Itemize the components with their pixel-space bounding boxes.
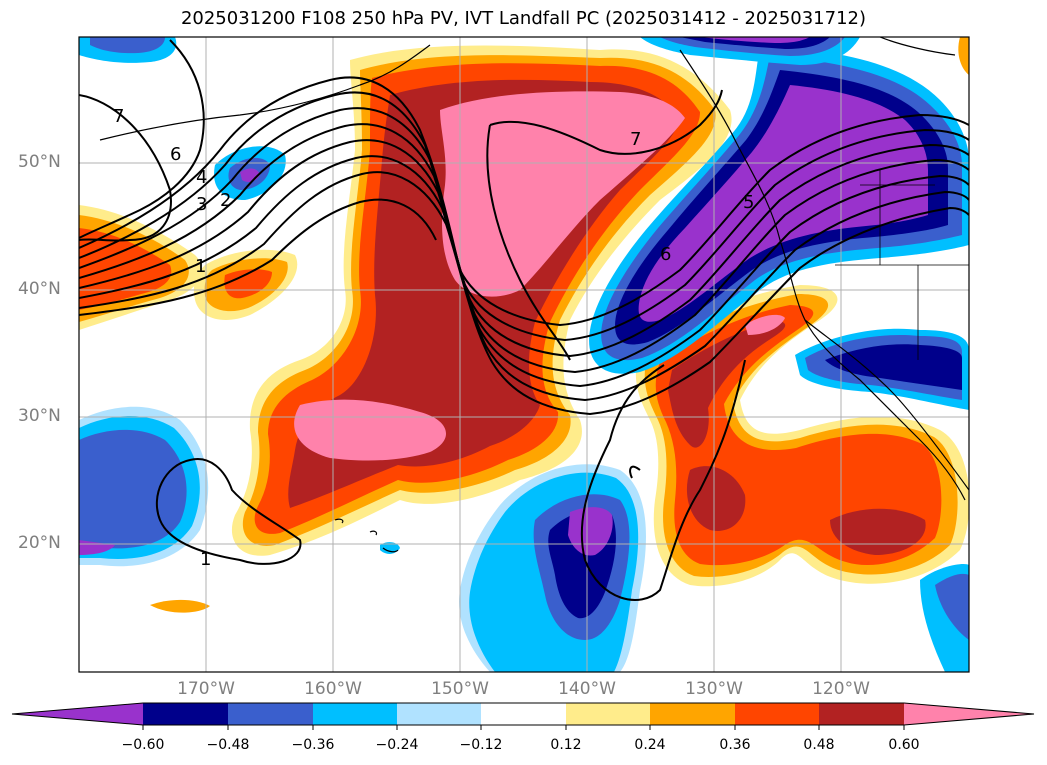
contour-label: 1 — [195, 256, 206, 277]
negative-anomaly-south — [79, 328, 969, 672]
colorbar-tick-label: 0.48 — [803, 737, 835, 753]
lon-label-120w: 120°W — [812, 679, 870, 699]
colorbar-tick-label: −0.60 — [121, 737, 165, 753]
colorbar-segment — [566, 703, 650, 725]
contour-label: 3 — [196, 194, 207, 215]
lon-label-150w: 150°W — [431, 679, 489, 699]
coastlines — [99, 37, 969, 553]
contour-label: 6 — [660, 244, 671, 265]
contour-labels: 7 6 4 3 2 1 7 5 6 1 — [113, 106, 754, 570]
lon-label-170w: 170°W — [177, 679, 235, 699]
colorbar — [11, 702, 1035, 730]
lat-label-20n: 20°N — [18, 533, 61, 553]
colorbar-tick-label: −0.24 — [375, 737, 419, 753]
lon-label-130w: 130°W — [685, 679, 743, 699]
colorbar-tick-label: −0.36 — [291, 737, 335, 753]
lat-label-30n: 30°N — [18, 406, 61, 426]
contour-label: 1 — [200, 549, 211, 570]
colorbar-tick-label: −0.12 — [459, 737, 503, 753]
positive-anomaly-trough — [231, 45, 732, 556]
colorbar-tick-label: −0.48 — [206, 737, 250, 753]
contour-label: 7 — [113, 106, 124, 127]
colorbar-segment — [313, 703, 397, 725]
colorbar-extend-low — [12, 703, 143, 725]
colorbar-extend-high — [904, 703, 1034, 725]
negative-anomaly-ridge — [79, 37, 969, 374]
colorbar-segment — [397, 703, 481, 725]
contour-label: 2 — [220, 190, 231, 211]
lat-label-40n: 40°N — [18, 279, 61, 299]
gridlines — [79, 37, 969, 672]
pv-contours — [79, 39, 969, 601]
contour-label: 6 — [170, 144, 181, 165]
colorbar-segment — [735, 703, 819, 725]
colorbar-segment — [819, 703, 904, 725]
colorbar-segment — [650, 703, 735, 725]
contour-label: 4 — [196, 167, 207, 188]
colorbar-segment — [143, 703, 228, 725]
colorbar-tick-label: 0.12 — [550, 737, 582, 753]
colorbar-segment — [481, 703, 566, 725]
lat-label-50n: 50°N — [18, 152, 61, 172]
lon-label-160w: 160°W — [304, 679, 362, 699]
contour-label: 5 — [743, 192, 754, 213]
positive-anomaly-east — [150, 37, 969, 613]
contour-label: 7 — [630, 129, 641, 150]
colorbar-tick-label: 0.36 — [719, 737, 751, 753]
lon-label-140w: 140°W — [558, 679, 616, 699]
borders — [835, 170, 969, 360]
colorbar-tick-label: 0.24 — [634, 737, 666, 753]
chart-title: 2025031200 F108 250 hPa PV, IVT Landfall… — [180, 8, 867, 29]
map-panel: 7 6 4 3 2 1 7 5 6 1 — [79, 37, 969, 672]
colorbar-tick-label: 0.60 — [888, 737, 920, 753]
colorbar-segment — [228, 703, 313, 725]
map-frame — [78, 36, 970, 673]
